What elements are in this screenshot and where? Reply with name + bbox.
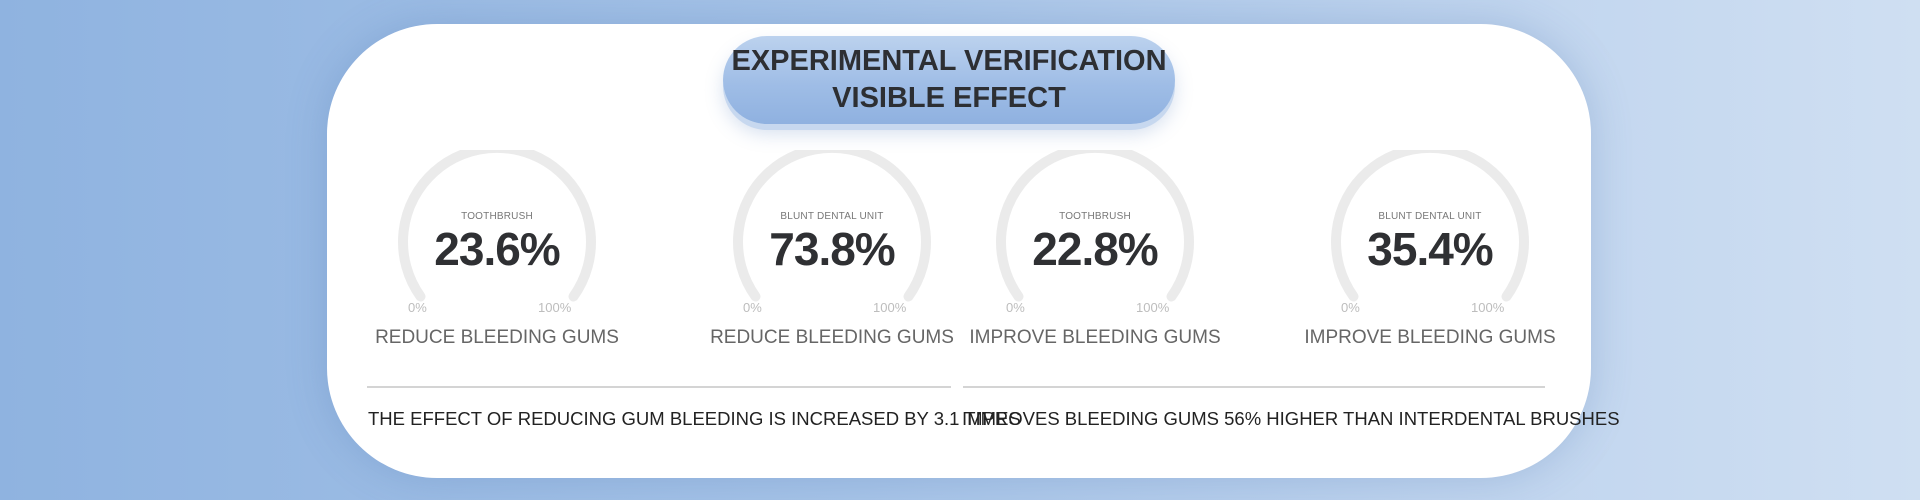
gauge-value: 22.8% xyxy=(1032,223,1158,275)
gauge-min-label: 0% xyxy=(1006,300,1025,315)
summary-text-left: THE EFFECT OF REDUCING GUM BLEEDING IS I… xyxy=(368,408,1021,429)
gauge-value: 35.4% xyxy=(1367,223,1493,275)
gauge-arc xyxy=(996,150,1194,302)
summary-text-right: IMPROVES BLEEDING GUMS 56% HIGHER THAN I… xyxy=(962,408,1620,429)
gauge-max-label: 100% xyxy=(538,300,572,315)
gauge-max-label: 100% xyxy=(873,300,907,315)
gauge-value: 23.6% xyxy=(434,223,560,275)
gauge-toothbrush-reduce: TOOTHBRUSH 23.6% 0% 100% REDUCE BLEEDING… xyxy=(375,150,619,348)
gauge-min-label: 0% xyxy=(743,300,762,315)
gauge-arc xyxy=(1331,150,1529,302)
gauge-min-label: 0% xyxy=(1341,300,1360,315)
gauge-caption: TOOTHBRUSH xyxy=(461,211,533,222)
divider-left xyxy=(367,386,951,388)
gauge-label: IMPROVE BLEEDING GUMS xyxy=(1304,327,1556,348)
title-banner: EXPERIMENTAL VERIFICATION VISIBLE EFFECT xyxy=(723,36,1175,124)
gauge-caption: TOOTHBRUSH xyxy=(1059,211,1131,222)
gauge-label: REDUCE BLEEDING GUMS xyxy=(375,327,619,348)
gauge-label: IMPROVE BLEEDING GUMS xyxy=(969,327,1221,348)
gauge-arc xyxy=(398,150,596,302)
gauge-value: 73.8% xyxy=(769,223,895,275)
gauge-arc xyxy=(733,150,931,302)
gauge-label: REDUCE BLEEDING GUMS xyxy=(710,327,954,348)
gauge-caption: BLUNT DENTAL UNIT xyxy=(1378,211,1482,222)
divider-right xyxy=(963,386,1545,388)
gauge-dental-unit-reduce: BLUNT DENTAL UNIT 73.8% 0% 100% REDUCE B… xyxy=(710,150,954,348)
title-line-2: VISIBLE EFFECT xyxy=(832,82,1066,114)
gauge-toothbrush-improve: TOOTHBRUSH 22.8% 0% 100% IMPROVE BLEEDIN… xyxy=(969,150,1221,348)
gauge-caption: BLUNT DENTAL UNIT xyxy=(780,211,884,222)
gauge-min-label: 0% xyxy=(408,300,427,315)
gauge-dental-unit-improve: BLUNT DENTAL UNIT 35.4% 0% 100% IMPROVE … xyxy=(1304,150,1556,348)
gauge-max-label: 100% xyxy=(1471,300,1505,315)
gauge-max-label: 100% xyxy=(1136,300,1170,315)
title-line-1: EXPERIMENTAL VERIFICATION xyxy=(731,45,1167,77)
